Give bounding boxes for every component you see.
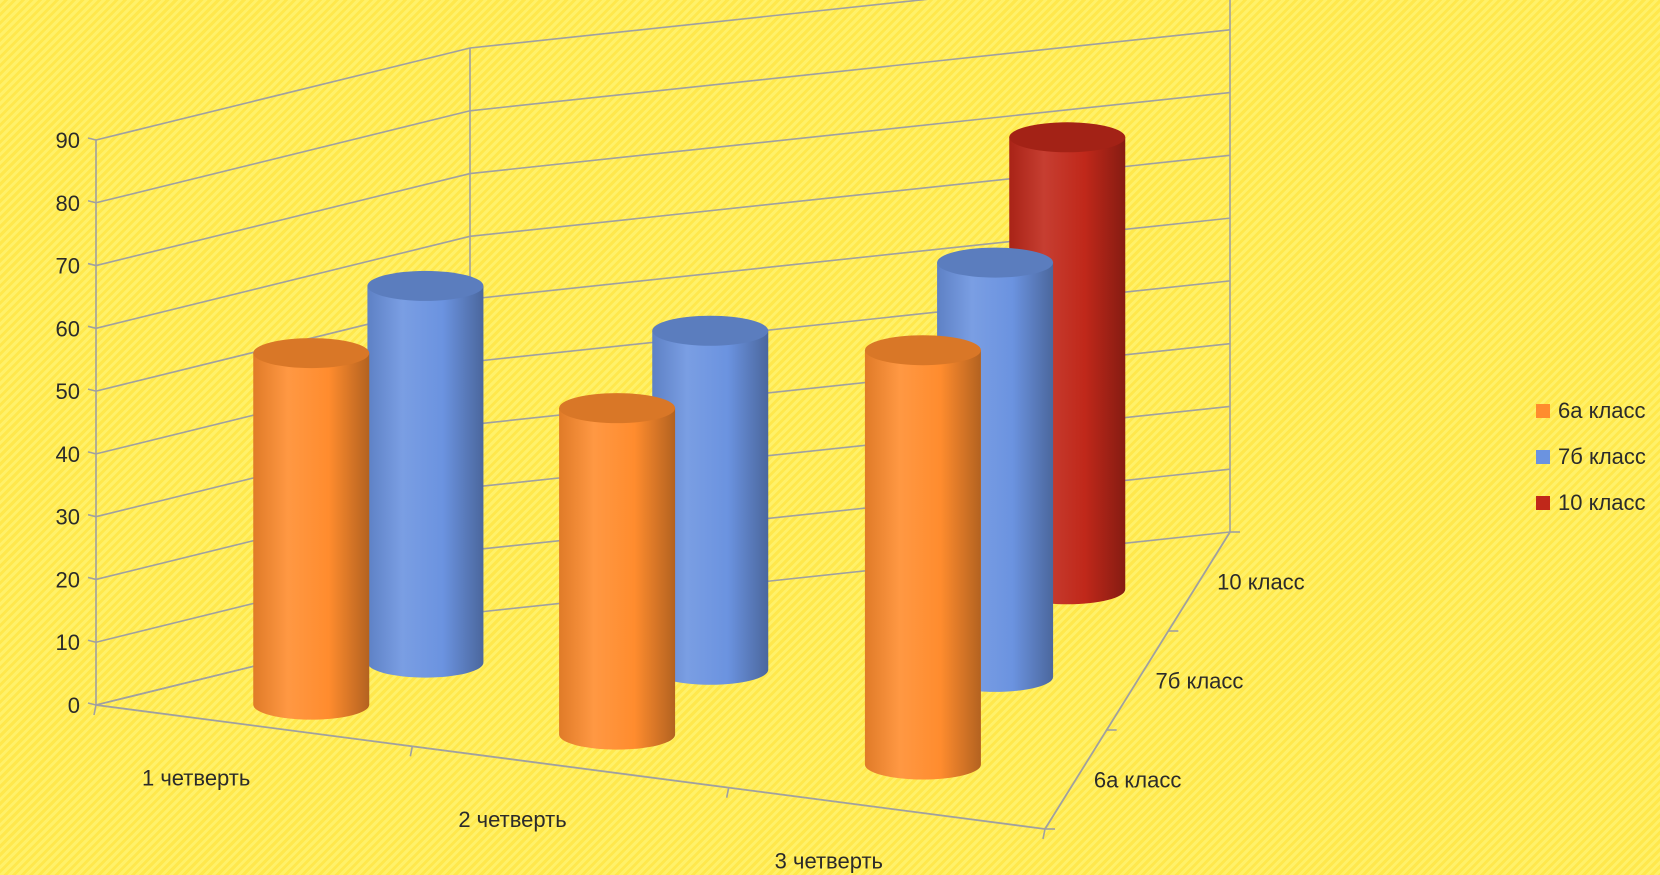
axes xyxy=(87,0,1240,840)
legend-swatch-6a xyxy=(1536,404,1550,418)
axis-labels: 0 10 20 30 40 50 60 70 80 90 1 четверть 2 четверть 3… xyxy=(56,128,1305,873)
gridline xyxy=(95,0,928,141)
y-tick-label: 50 xyxy=(56,379,80,404)
y-tick-mark xyxy=(87,702,97,706)
depth-axis xyxy=(1044,531,1231,830)
bar-top xyxy=(1009,122,1126,153)
y-tick-label: 30 xyxy=(56,505,80,530)
bar-top xyxy=(937,247,1054,278)
y-tick-mark xyxy=(87,137,97,141)
bar xyxy=(864,335,981,780)
y-tick-mark xyxy=(87,451,97,455)
y-tick-mark xyxy=(87,576,97,581)
legend-label-7b: 7б класс xyxy=(1558,444,1646,469)
legend-label-6a: 6а класс xyxy=(1558,398,1646,423)
bar-top xyxy=(652,315,769,346)
depth-label: 7б класс xyxy=(1156,669,1244,694)
y-tick-mark xyxy=(87,200,97,204)
legend-item-10: 10 класс xyxy=(1536,480,1646,526)
x-category-label: 1 четверть xyxy=(142,766,250,791)
x-tick-mark xyxy=(409,746,414,757)
x-tick-mark xyxy=(93,704,97,716)
y-tick-mark xyxy=(87,262,97,267)
y-tick-label: 60 xyxy=(56,316,80,341)
y-tick-label: 20 xyxy=(56,567,80,592)
bar-top xyxy=(864,335,981,366)
bar-body xyxy=(367,285,484,678)
legend: 6а класс 7б класс 10 класс xyxy=(1536,388,1646,526)
y-tick-mark xyxy=(87,325,97,330)
y-tick-mark xyxy=(87,388,97,392)
x-tick-mark xyxy=(725,787,730,798)
bar xyxy=(652,315,769,685)
bar xyxy=(367,270,484,678)
bar-body xyxy=(864,350,981,780)
y-tick-label: 80 xyxy=(56,191,80,216)
bar-body xyxy=(652,330,769,685)
x-axis xyxy=(95,704,1046,830)
bar-body xyxy=(253,353,370,720)
bar xyxy=(559,393,676,750)
bar-top xyxy=(253,338,370,369)
bar-top xyxy=(367,270,484,301)
y-tick-mark xyxy=(87,639,97,643)
x-category-label: 2 четверть xyxy=(458,807,566,832)
y-tick-label: 0 xyxy=(68,693,80,718)
y-tick-label: 10 xyxy=(56,630,80,655)
legend-swatch-10 xyxy=(1536,496,1550,510)
y-tick-label: 90 xyxy=(56,128,80,153)
depth-label: 10 класс xyxy=(1217,570,1305,595)
x-category-label: 3 четверть xyxy=(775,848,883,873)
depth-label: 6а класс xyxy=(1094,768,1182,793)
y-tick-mark xyxy=(87,513,97,518)
bar-top xyxy=(559,393,676,424)
y-tick-label: 70 xyxy=(56,254,80,279)
legend-label-10: 10 класс xyxy=(1558,490,1646,515)
legend-item-7b: 7б класс xyxy=(1536,434,1646,480)
bars xyxy=(253,122,1126,780)
legend-item-6a: 6а класс xyxy=(1536,388,1646,434)
legend-swatch-7b xyxy=(1536,450,1550,464)
bar-body xyxy=(559,408,676,750)
bar xyxy=(253,338,370,720)
y-tick-label: 40 xyxy=(56,442,80,467)
x-tick-mark xyxy=(1042,828,1046,840)
